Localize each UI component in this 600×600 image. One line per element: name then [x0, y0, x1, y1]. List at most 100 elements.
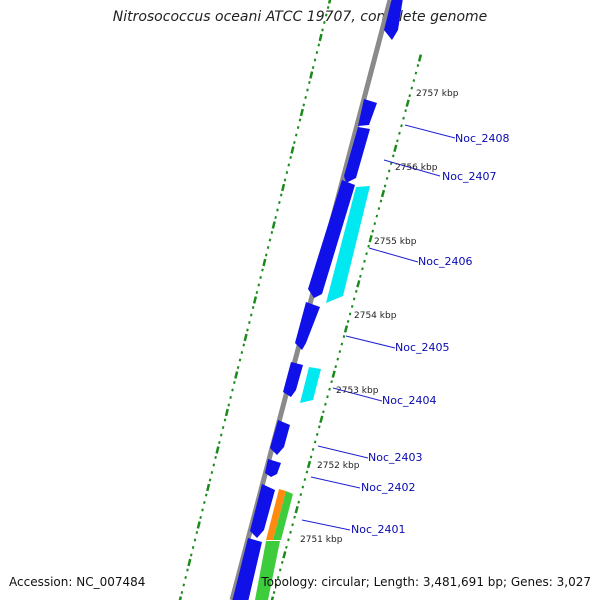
- gene-arrow-top[interactable]: [384, 0, 403, 40]
- gene-block-green-lower[interactable]: [255, 541, 280, 600]
- ring-tick: [410, 86, 414, 90]
- gene-label-noc-2401[interactable]: Noc_2401: [351, 523, 406, 536]
- gene-label-noc-2408[interactable]: Noc_2408: [455, 132, 510, 145]
- ring-tick: [375, 214, 379, 218]
- gene-arrow-cyan-noc-2404[interactable]: [300, 367, 321, 403]
- ring-tick: [350, 304, 354, 308]
- ring-tick: [294, 505, 299, 514]
- gene-arrow-noc-2406[interactable]: [308, 180, 355, 298]
- ring-tick: [313, 440, 317, 444]
- ring-tick: [303, 478, 307, 482]
- ring-tick: [274, 216, 277, 219]
- kbp-label-2756: 2756 kbp: [395, 163, 438, 173]
- ring-tick: [221, 426, 225, 429]
- ring-tick: [249, 313, 253, 317]
- ring-tick: [340, 342, 344, 346]
- gene-arrow-bottom[interactable]: [232, 538, 262, 600]
- ring-tick: [280, 560, 284, 564]
- ring-tick: [323, 21, 326, 24]
- ring-tick: [255, 291, 259, 294]
- gene-arrow-noc-2401[interactable]: [250, 484, 275, 538]
- ring-tick: [402, 116, 405, 120]
- ring-tick: [342, 335, 346, 338]
- gene-label-noc-2404[interactable]: Noc_2404: [382, 394, 437, 407]
- ring-tick: [321, 28, 324, 32]
- genome-summary-text: Topology: circular; Length: 3,481,691 bp…: [261, 575, 591, 589]
- leader-line-noc-2404: [332, 387, 383, 402]
- leader-line-noc-2408: [404, 124, 456, 139]
- ring-tick: [396, 139, 399, 143]
- ring-tick: [391, 154, 395, 158]
- ring-tick: [348, 312, 352, 316]
- ring-tick: [242, 343, 246, 347]
- ring-tick: [261, 268, 264, 272]
- gene-arrow-noc-2407[interactable]: [344, 127, 370, 183]
- ring-tick: [363, 259, 366, 263]
- ring-tick: [324, 402, 327, 406]
- ring-tick: [212, 463, 216, 467]
- ring-tick: [196, 521, 201, 529]
- ring-tick: [354, 289, 358, 293]
- ring-tick: [417, 54, 423, 62]
- kbp-label-2751: 2751 kbp: [300, 535, 343, 545]
- gene-arrow-cyan-noc-2406[interactable]: [326, 186, 370, 303]
- gene-label-lines: [301, 124, 456, 531]
- ring-tick: [178, 596, 183, 600]
- ring-tick: [243, 333, 248, 342]
- ring-tick: [367, 244, 370, 248]
- gene-arrow-noc-2404[interactable]: [283, 362, 303, 397]
- ring-tick: [233, 381, 236, 384]
- kbp-label-2753: 2753 kbp: [336, 386, 379, 396]
- ring-tick: [405, 99, 410, 107]
- ring-tick: [259, 276, 262, 279]
- ring-tick: [248, 321, 251, 324]
- ring-tick: [305, 470, 309, 474]
- ring-tick: [330, 380, 333, 384]
- gene-label-noc-2407[interactable]: Noc_2407: [442, 170, 497, 183]
- gene-arrow-noc-2408[interactable]: [358, 99, 377, 126]
- ring-tick: [315, 51, 319, 54]
- gene-arrow-noc-2403[interactable]: [270, 420, 290, 455]
- ring-tick: [414, 71, 418, 75]
- gene-arrow-green[interactable]: [273, 491, 293, 540]
- ring-tick: [271, 221, 276, 229]
- ring-tick: [199, 516, 202, 519]
- ring-tick: [276, 208, 279, 212]
- ring-tick: [383, 184, 387, 188]
- ring-tick: [229, 396, 232, 399]
- leader-line-noc-2407: [383, 159, 441, 177]
- ring-tick: [203, 501, 206, 504]
- kbp-label-2754: 2754 kbp: [354, 311, 397, 321]
- ring-tick: [214, 456, 217, 459]
- ring-tick: [304, 96, 307, 99]
- ring-tick: [276, 575, 280, 579]
- ring-tick: [368, 234, 373, 243]
- ring-tick: [291, 523, 294, 527]
- gene-label-noc-2405[interactable]: Noc_2405: [395, 341, 450, 354]
- ring-tick: [318, 33, 323, 42]
- ring-tick: [328, 387, 331, 391]
- gene-arrow-noc-2402[interactable]: [265, 459, 281, 477]
- ring-tick: [393, 144, 398, 153]
- ring-tick: [218, 441, 221, 444]
- gene-label-noc-2402[interactable]: Noc_2402: [361, 481, 416, 494]
- ring-tick: [301, 485, 305, 489]
- ring-tick: [289, 156, 292, 159]
- ring-tick: [282, 551, 287, 559]
- ring-tick: [234, 371, 239, 379]
- accession-text: Accession: NC_007484: [9, 575, 146, 589]
- gene-arrow-noc-2405[interactable]: [295, 302, 320, 350]
- ring-tick: [268, 238, 272, 242]
- ring-tick: [404, 109, 407, 113]
- ring-tick: [380, 189, 386, 198]
- ring-tick: [246, 328, 249, 332]
- ring-tick: [326, 6, 330, 9]
- ring-tick: [287, 538, 290, 542]
- ring-tick: [281, 183, 286, 192]
- ring-tick: [187, 558, 192, 567]
- ring-tick: [298, 118, 302, 122]
- ring-tick: [398, 131, 401, 135]
- gene-arrow-orange[interactable]: [266, 489, 286, 540]
- gene-label-noc-2406[interactable]: Noc_2406: [418, 255, 473, 268]
- gene-label-noc-2403[interactable]: Noc_2403: [368, 451, 423, 464]
